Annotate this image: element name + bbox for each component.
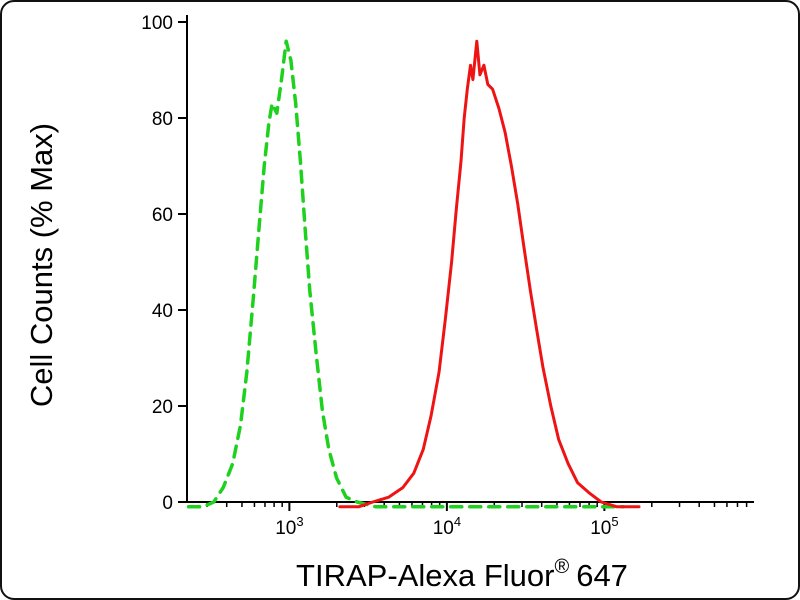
y-axis-label: Cell Counts (% Max)	[24, 122, 59, 408]
x-axis-label: TIRAP-Alexa Fluor® 647	[122, 556, 798, 594]
x-axis-label-main: TIRAP-Alexa Fluor	[296, 558, 555, 593]
x-tick-label: 104	[433, 514, 461, 539]
y-tick-label: 0	[162, 493, 173, 514]
y-tick-label: 20	[152, 397, 173, 418]
y-tick-label: 100	[141, 13, 173, 34]
y-tick-label: 40	[152, 301, 173, 322]
x-axis-label-suffix: 647	[576, 558, 628, 593]
x-tick-label: 105	[590, 514, 618, 539]
y-tick-label: 60	[152, 205, 173, 226]
control-curve-green-dashed	[186, 39, 626, 509]
x-tick-label: 103	[275, 514, 303, 539]
y-tick-label: 80	[152, 109, 173, 130]
tirap-curve-red-solid	[338, 39, 641, 509]
registered-trademark-symbol: ®	[554, 556, 570, 578]
